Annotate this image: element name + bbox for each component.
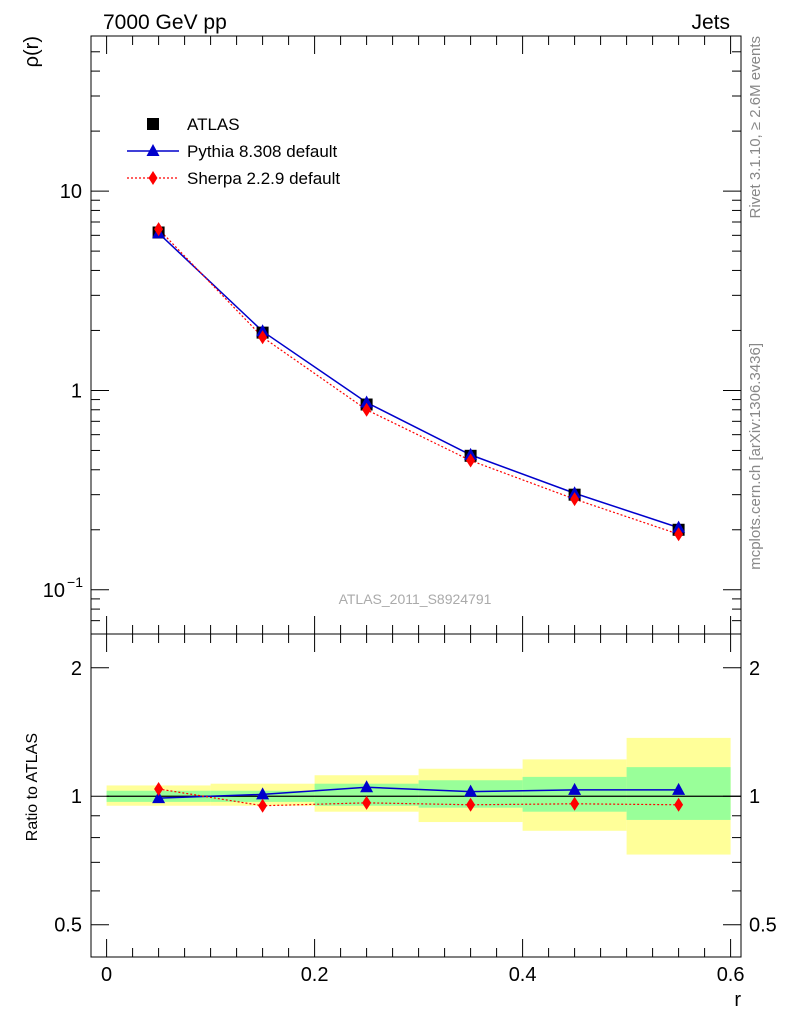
ratio-series-line [158, 786, 679, 799]
legend-marker-square [147, 118, 159, 130]
legend-marker-diamond [148, 171, 158, 185]
ratio-point-triangle [152, 791, 166, 804]
mcplots-label: mcplots.cern.ch [arXiv:1306.3436] [747, 343, 764, 570]
main-point-diamond [154, 222, 164, 237]
ratio-panel-marks [152, 780, 686, 813]
main-ytick-label: 10 [60, 181, 82, 203]
xlabel: r [734, 989, 741, 1011]
legend-label: Sherpa 2.2.9 default [187, 169, 340, 188]
main-point-diamond [258, 330, 268, 345]
ratio-panel-axes: 2 2 1 1 0.5 0.5 0 0.2 0.4 0.6 [54, 633, 777, 986]
ratio-ytick-label: 2 [71, 658, 82, 680]
main-point-triangle [360, 395, 374, 408]
main-ytick-exponent: −1 [67, 574, 83, 590]
ratio-point-triangle [360, 780, 374, 793]
ratio-series-line [158, 788, 679, 807]
main-point-diamond [570, 492, 580, 507]
ratio-ytick-label: 0.5 [54, 915, 82, 937]
ratio-ytick-label-right: 1 [749, 786, 760, 808]
main-ytick-label: 10 [43, 580, 65, 602]
main-point-diamond [674, 527, 684, 542]
main-series-line [158, 232, 679, 529]
ratio-xtick-label: 0.2 [301, 964, 329, 986]
main-point-diamond [466, 453, 476, 468]
legend-label: ATLAS [187, 115, 240, 134]
main-point-triangle [672, 520, 686, 533]
ratio-xtick-label: 0.4 [509, 964, 537, 986]
header-left: 7000 GeV pp [103, 11, 227, 34]
legend-marker-triangle [146, 144, 160, 156]
ratio-frame [90, 633, 742, 958]
ratio-point-triangle [464, 784, 478, 797]
ratio-point-diamond [154, 781, 164, 796]
ratio-point-triangle [256, 787, 270, 800]
ratio-point-diamond [466, 797, 476, 812]
ratio-point-diamond [362, 795, 372, 810]
header-right: Jets [691, 11, 730, 34]
ratio-ytick-label-right: 0.5 [749, 915, 777, 937]
ratio-xtick-label: 0.6 [717, 964, 745, 986]
legend-label: Pythia 8.308 default [187, 142, 338, 161]
ratio-point-diamond [570, 796, 580, 811]
rivet-label: Rivet 3.1.10, ≥ 2.6M events [747, 36, 764, 219]
analysis-tag: ATLAS_2011_S8924791 [339, 591, 492, 607]
main-panel-marks [152, 222, 686, 542]
ratio-point-triangle [672, 782, 686, 795]
main-ylabel: ρ(r) [21, 36, 43, 67]
ratio-ytick-label-right: 2 [749, 658, 760, 680]
ratio-point-triangle [568, 782, 582, 795]
ratio-point-diamond [258, 798, 268, 813]
ratio-ytick-label: 1 [71, 786, 82, 808]
main-ytick-label: 1 [71, 380, 82, 402]
ratio-ylabel: Ratio to ATLAS [24, 733, 41, 841]
ratio-point-diamond [674, 797, 684, 812]
legend: ATLAS Pythia 8.308 default Sherpa 2.2.9 de… [127, 115, 340, 188]
main-point-diamond [362, 402, 372, 417]
main-series-line [158, 228, 679, 535]
ratio-xtick-label: 0 [101, 964, 112, 986]
